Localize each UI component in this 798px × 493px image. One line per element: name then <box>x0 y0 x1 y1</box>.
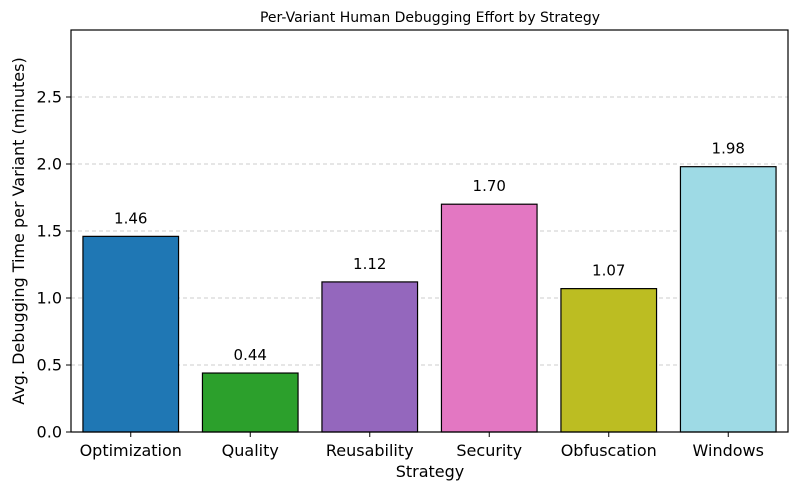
bar-security <box>440 203 538 433</box>
grid-lines <box>71 96 788 366</box>
x-tick-label-quality: Quality <box>222 441 279 460</box>
x-axis-label: Strategy <box>396 462 465 481</box>
bars <box>82 166 777 433</box>
chart-title: Per-Variant Human Debugging Effort by St… <box>260 10 600 26</box>
x-tick-label-security: Security <box>456 441 522 460</box>
bar-optimization <box>82 235 180 433</box>
y-axis-label: Avg. Debugging Time per Variant (minutes… <box>9 57 28 404</box>
bar-reusability <box>321 281 419 433</box>
bar-obfuscation <box>560 288 658 433</box>
y-tick-label: 1.0 <box>37 289 62 308</box>
data-label-reusability: 1.12 <box>353 255 386 273</box>
x-axis-ticks: Optimization Quality Reusability Security Ob… <box>80 432 764 460</box>
data-label-windows: 1.98 <box>712 140 745 158</box>
data-label-security: 1.70 <box>473 177 506 195</box>
x-tick-label-windows: Windows <box>693 441 764 460</box>
data-label-optimization: 1.46 <box>114 209 147 227</box>
data-label-quality: 0.44 <box>234 346 267 364</box>
y-tick-label: 0.5 <box>37 356 62 375</box>
y-axis-ticks: 0.0 0.5 1.0 1.5 2.0 2.5 <box>37 88 71 442</box>
y-tick-label: 1.5 <box>37 222 62 241</box>
bar-windows <box>679 166 777 433</box>
bar-quality <box>201 372 299 433</box>
data-label-obfuscation: 1.07 <box>592 262 625 280</box>
y-tick-label: 2.5 <box>37 88 62 107</box>
y-tick-label: 2.0 <box>37 155 62 174</box>
x-tick-label-optimization: Optimization <box>80 441 182 460</box>
y-tick-label: 0.0 <box>37 423 62 442</box>
x-tick-label-reusability: Reusability <box>326 441 414 460</box>
data-labels: 1.46 0.44 1.12 1.70 1.07 1.98 <box>114 140 745 364</box>
x-tick-label-obfuscation: Obfuscation <box>561 441 657 460</box>
